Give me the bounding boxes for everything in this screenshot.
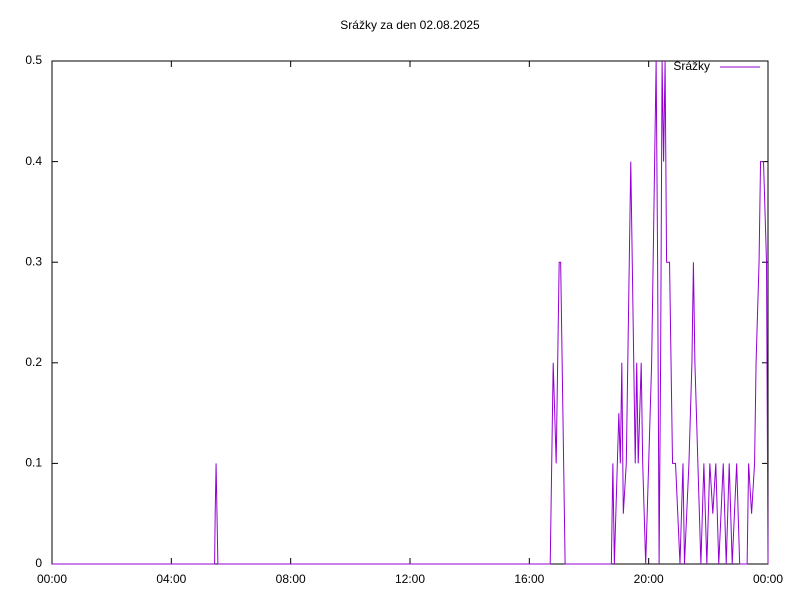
x-tick-label: 00:00: [753, 572, 783, 586]
y-tick-label: 0.5: [25, 53, 42, 67]
y-tick-label: 0.1: [25, 456, 42, 470]
legend-label: Srážky: [673, 59, 710, 73]
x-tick-label: 00:00: [37, 572, 67, 586]
y-tick-label: 0.4: [25, 154, 42, 168]
x-tick-label: 16:00: [514, 572, 544, 586]
x-tick-label: 08:00: [276, 572, 306, 586]
x-tick-label: 04:00: [156, 572, 186, 586]
chart-title: Srážky za den 02.08.2025: [340, 18, 480, 32]
x-tick-label: 12:00: [395, 572, 425, 586]
y-tick-label: 0.3: [25, 254, 42, 268]
series-line: [52, 60, 769, 565]
x-tick-label: 20:00: [634, 572, 664, 586]
y-tick-label: 0: [35, 556, 42, 570]
y-tick-label: 0.2: [25, 355, 42, 369]
